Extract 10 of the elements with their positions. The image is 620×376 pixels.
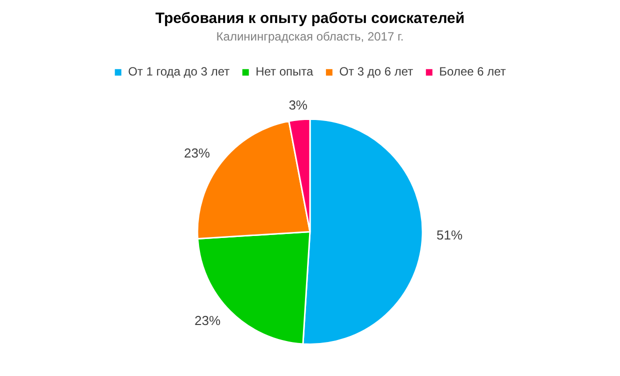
legend-label: От 1 года до 3 лет [128,64,230,79]
legend-label: От 3 до 6 лет [339,64,414,79]
data-label: 23% [184,146,210,161]
chart-title: Требования к опыту работы соискателей [155,10,465,28]
data-label: 3% [288,97,308,112]
legend-label: Нет опыта [256,64,314,79]
legend-label: Более 6 лет [439,64,506,79]
data-label: 23% [194,312,221,328]
data-label: 51% [436,227,463,242]
chart-subtitle: Калининградская область, 2017 г. [216,30,404,44]
